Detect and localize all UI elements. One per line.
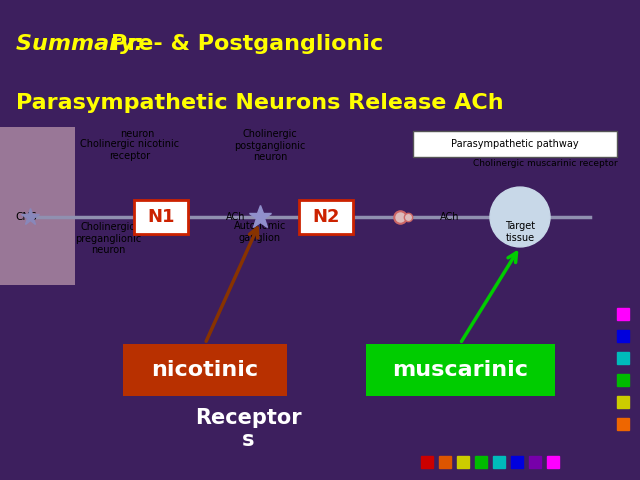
Text: Cholinergic muscarinic receptor: Cholinergic muscarinic receptor — [473, 159, 618, 168]
Bar — [421, 456, 433, 468]
Bar — [617, 352, 629, 364]
FancyBboxPatch shape — [299, 200, 353, 234]
Bar — [617, 308, 629, 320]
Text: Receptor: Receptor — [195, 408, 301, 428]
Text: s: s — [242, 430, 254, 450]
Bar — [457, 456, 469, 468]
Text: Autonomic
ganglion: Autonomic ganglion — [234, 221, 286, 242]
Text: Cholinergic
postganglionic
neuron: Cholinergic postganglionic neuron — [234, 129, 306, 162]
FancyBboxPatch shape — [413, 131, 617, 157]
Text: Parasympathetic pathway: Parasympathetic pathway — [451, 139, 579, 149]
FancyBboxPatch shape — [0, 127, 75, 285]
Bar — [493, 456, 505, 468]
Text: Target
tissue: Target tissue — [505, 221, 535, 242]
Bar — [617, 418, 629, 430]
Text: Pre- & Postganglionic: Pre- & Postganglionic — [111, 35, 383, 54]
FancyBboxPatch shape — [123, 344, 287, 396]
Text: ACh: ACh — [440, 212, 460, 222]
Text: N1: N1 — [147, 208, 175, 226]
Text: Cholinergic nicotinic
receptor: Cholinergic nicotinic receptor — [81, 139, 180, 161]
Bar — [617, 330, 629, 342]
Text: neuron: neuron — [120, 129, 154, 139]
Circle shape — [490, 187, 550, 247]
Text: Parasympathetic Neurons Release ACh: Parasympathetic Neurons Release ACh — [16, 93, 504, 113]
Bar — [617, 374, 629, 386]
Text: Cholinergic
preganglionic
neuron: Cholinergic preganglionic neuron — [75, 222, 141, 255]
Text: nicotinic: nicotinic — [152, 360, 259, 380]
Text: N2: N2 — [312, 208, 340, 226]
Bar — [511, 456, 523, 468]
Bar — [529, 456, 541, 468]
Text: Summary:: Summary: — [16, 35, 151, 54]
Text: CNS: CNS — [15, 212, 36, 222]
Bar — [475, 456, 487, 468]
Text: muscarinic: muscarinic — [392, 360, 528, 380]
Bar — [547, 456, 559, 468]
Bar — [439, 456, 451, 468]
FancyBboxPatch shape — [134, 200, 188, 234]
Bar — [617, 396, 629, 408]
Text: ACh: ACh — [225, 212, 245, 222]
FancyBboxPatch shape — [365, 344, 554, 396]
